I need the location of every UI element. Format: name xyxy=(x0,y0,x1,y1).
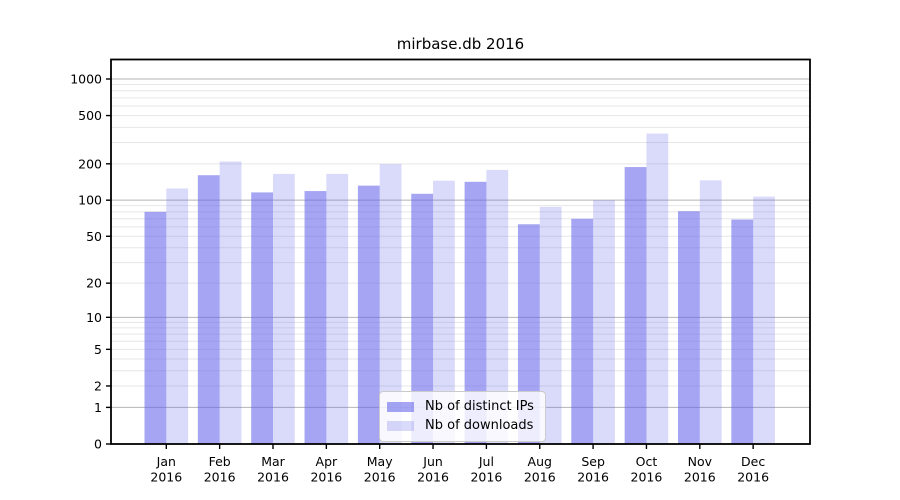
y-tick-label: 2 xyxy=(94,378,102,393)
bar-downloads-sep xyxy=(593,200,615,444)
bar-distinct-ips-nov xyxy=(678,211,700,444)
bar-distinct-ips-jul xyxy=(464,181,487,444)
x-tick-label: Jul 2016 xyxy=(470,454,502,485)
y-tick-label: 1000 xyxy=(70,71,102,86)
y-tick-label: 1 xyxy=(94,400,102,415)
bar-distinct-ips-jun xyxy=(411,193,434,444)
bar-downloads-dec xyxy=(753,196,775,444)
legend-swatch-downloads xyxy=(387,420,414,431)
x-tick-label: Nov 2016 xyxy=(684,454,716,485)
bar-downloads-feb xyxy=(219,161,242,445)
bar-distinct-ips-mar xyxy=(251,192,273,444)
legend-label-downloads: Nb of downloads xyxy=(425,418,534,433)
legend-item-distinct-ips: Nb of distinct IPs xyxy=(387,397,534,416)
bar-downloads-jun xyxy=(433,180,455,444)
x-tick-label: Jun 2016 xyxy=(417,454,449,485)
x-tick-label: Jan 2016 xyxy=(150,454,182,485)
y-tick-label: 200 xyxy=(78,156,102,171)
x-tick-label: Sep 2016 xyxy=(577,454,609,485)
bar-downloads-aug xyxy=(539,206,562,444)
x-tick-label: May 2016 xyxy=(364,454,396,485)
bar-downloads-oct xyxy=(646,133,669,445)
bar-distinct-ips-jan xyxy=(144,211,167,444)
x-tick-label: Oct 2016 xyxy=(631,454,663,485)
bar-distinct-ips-apr xyxy=(304,191,327,444)
y-tick-label: 0 xyxy=(94,437,102,452)
bar-distinct-ips-dec xyxy=(731,219,754,444)
x-tick-label: Dec 2016 xyxy=(737,454,769,485)
x-tick-label: Apr 2016 xyxy=(310,454,342,485)
y-tick-label: 50 xyxy=(86,229,102,244)
legend-item-downloads: Nb of downloads xyxy=(387,416,534,435)
x-tick-label: Aug 2016 xyxy=(524,454,556,485)
bar-downloads-apr xyxy=(326,173,349,445)
plot-border xyxy=(110,58,811,445)
bar-downloads-jan xyxy=(166,188,189,444)
x-tick-label: Mar 2016 xyxy=(257,454,289,485)
bar-distinct-ips-sep xyxy=(571,218,594,444)
bar-distinct-ips-may xyxy=(357,185,380,444)
bar-distinct-ips-oct xyxy=(624,167,647,444)
y-tick-label: 500 xyxy=(78,108,102,123)
bar-downloads-mar xyxy=(273,173,295,445)
y-tick-label: 10 xyxy=(86,310,102,325)
chart-title: mirbase.db 2016 xyxy=(396,35,525,53)
y-tick-label: 100 xyxy=(78,193,102,208)
bar-distinct-ips-aug xyxy=(517,224,540,444)
legend-swatch-distinct-ips xyxy=(387,401,414,412)
bar-downloads-jul xyxy=(486,169,509,444)
bar-downloads-may xyxy=(379,164,402,444)
bar-downloads-nov xyxy=(699,180,722,445)
x-tick-label: Feb 2016 xyxy=(204,454,236,485)
legend-label-distinct-ips: Nb of distinct IPs xyxy=(425,399,534,414)
bar-distinct-ips-feb xyxy=(197,175,220,444)
y-tick-label: 20 xyxy=(86,276,102,291)
y-tick-label: 5 xyxy=(94,342,102,357)
legend: Nb of distinct IPs Nb of downloads xyxy=(379,391,546,442)
